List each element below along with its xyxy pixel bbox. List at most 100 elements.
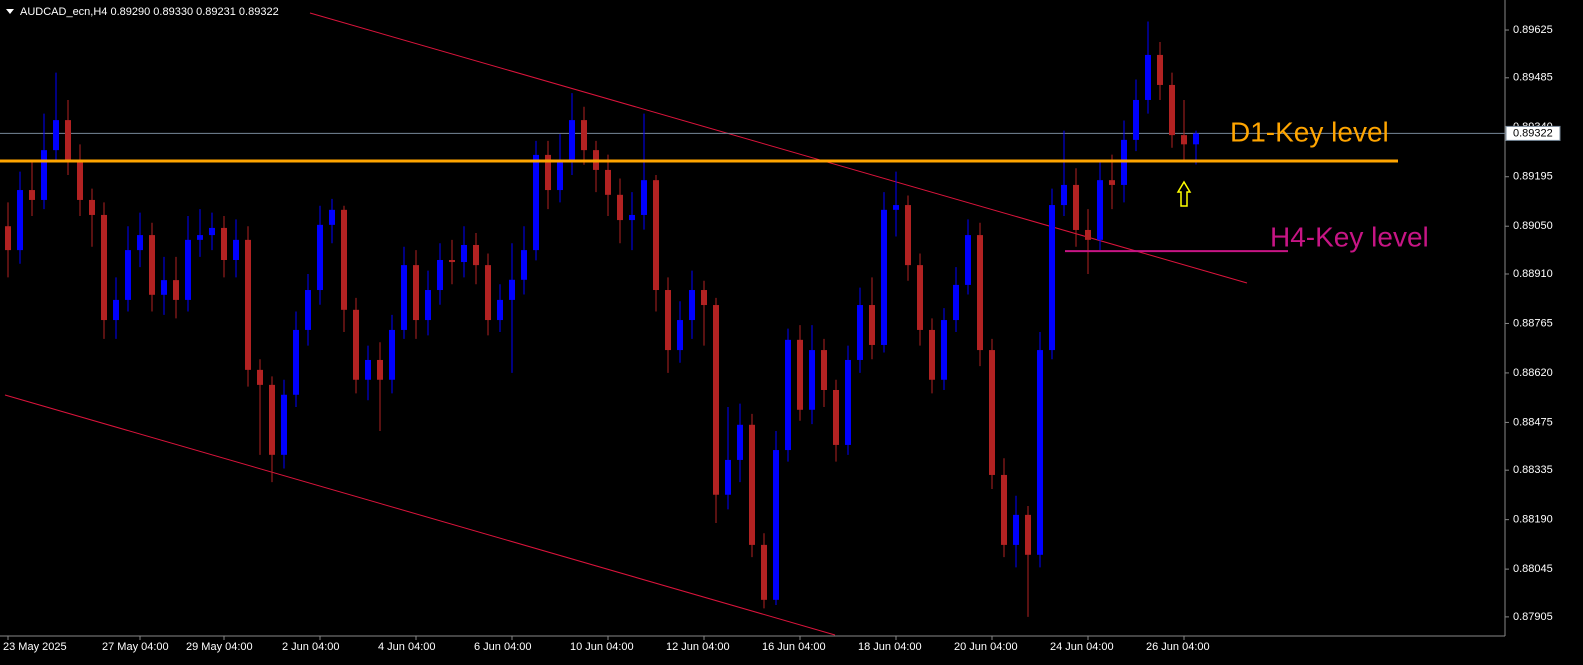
candle-body	[197, 235, 203, 240]
x-tick-label: 12 Jun 04:00	[666, 641, 730, 653]
key-level-label: D1-Key level	[1230, 116, 1389, 147]
header: AUDCAD_ecn,H4 0.89290 0.89330 0.89231 0.…	[20, 6, 279, 18]
candle-body	[113, 299, 119, 321]
x-tick-label: 10 Jun 04:00	[570, 641, 634, 653]
candle-body	[89, 199, 95, 215]
candle-body	[1181, 135, 1187, 145]
candle-body	[305, 290, 311, 330]
y-tick-label: 0.87905	[1513, 611, 1553, 623]
candle-body	[809, 350, 815, 410]
x-tick-label: 26 Jun 04:00	[1146, 641, 1210, 653]
y-tick-label: 0.89485	[1513, 72, 1553, 84]
candle-body	[905, 205, 911, 266]
candle-body	[1049, 205, 1055, 351]
candle-body	[833, 389, 839, 445]
candle-body	[377, 359, 383, 380]
candle-body	[173, 280, 179, 300]
candle-body	[401, 265, 407, 330]
candle-body	[65, 120, 71, 161]
y-tick-label: 0.88190	[1513, 514, 1553, 526]
x-tick-label: 24 Jun 04:00	[1050, 641, 1114, 653]
candle-body	[785, 339, 791, 451]
candle-body	[965, 235, 971, 285]
candle-body	[281, 394, 287, 455]
candle-body	[773, 450, 779, 600]
candle-body	[389, 329, 395, 380]
candle-body	[53, 120, 59, 151]
candle-body	[749, 424, 755, 545]
candle-body	[17, 190, 23, 251]
candle-body	[41, 150, 47, 200]
candle-body	[869, 305, 875, 345]
x-tick-label: 6 Jun 04:00	[474, 641, 532, 653]
candle-body	[797, 339, 803, 410]
candle-body	[1109, 180, 1115, 185]
candle-body	[1133, 99, 1139, 140]
candle-body	[941, 320, 947, 380]
y-tick-label: 0.88475	[1513, 416, 1553, 428]
candle-body	[701, 290, 707, 306]
y-tick-label: 0.89625	[1513, 24, 1553, 36]
x-tick-label: 18 Jun 04:00	[858, 641, 922, 653]
candle-body	[1169, 84, 1175, 136]
candle-body	[1013, 514, 1019, 545]
current-price-label: 0.89322	[1513, 127, 1553, 139]
candle-body	[737, 424, 743, 460]
candle-body	[473, 244, 479, 266]
x-tick-label: 29 May 04:00	[186, 641, 253, 653]
candle-body	[845, 359, 851, 445]
candle-body	[125, 250, 131, 300]
y-tick-label: 0.88045	[1513, 563, 1553, 575]
candle-body	[1193, 133, 1199, 145]
arrow-up	[1176, 180, 1192, 207]
candle-body	[233, 239, 239, 260]
candle-body	[545, 154, 551, 191]
candle-body	[977, 235, 983, 351]
candle-body	[989, 350, 995, 475]
candle-body	[449, 259, 455, 263]
candle-body	[1061, 184, 1067, 206]
candle-body	[569, 120, 575, 161]
candle-body	[413, 265, 419, 321]
candle-body	[1157, 54, 1163, 85]
candle-body	[497, 299, 503, 321]
candle-body	[629, 214, 635, 221]
candle-body	[293, 329, 299, 395]
candle-body	[1073, 184, 1079, 230]
candle-body	[617, 194, 623, 221]
key-level-label: H4-Key level	[1270, 222, 1429, 253]
y-tick-label: 0.89195	[1513, 171, 1553, 183]
candle-body	[893, 205, 899, 210]
candle-body	[761, 544, 767, 600]
candle-body	[353, 309, 359, 380]
candle-body	[5, 226, 11, 251]
candle-body	[1025, 514, 1031, 555]
candle-body	[521, 250, 527, 280]
candle-body	[677, 320, 683, 351]
y-tick-label: 0.88765	[1513, 317, 1553, 329]
candle-body	[929, 329, 935, 380]
y-tick-label: 0.88620	[1513, 367, 1553, 379]
candle-body	[221, 227, 227, 260]
candle-body	[509, 279, 515, 300]
candle-body	[269, 384, 275, 455]
y-tick-label: 0.88910	[1513, 268, 1553, 280]
candle-body	[149, 235, 155, 295]
candle-body	[725, 459, 731, 495]
candle-body	[953, 284, 959, 321]
candle-body	[101, 214, 107, 321]
candle-body	[209, 227, 215, 236]
candle-body	[137, 235, 143, 251]
header-triangle	[6, 9, 14, 14]
candle-body	[329, 209, 335, 225]
candle-body	[437, 259, 443, 291]
candle-body	[1145, 54, 1151, 100]
x-tick-label: 16 Jun 04:00	[762, 641, 826, 653]
candle-body	[1085, 229, 1091, 240]
x-tick-label: 4 Jun 04:00	[378, 641, 436, 653]
y-tick-label: 0.88335	[1513, 464, 1553, 476]
candle-body	[77, 160, 83, 200]
x-tick-label: 23 May 2025	[3, 641, 67, 653]
